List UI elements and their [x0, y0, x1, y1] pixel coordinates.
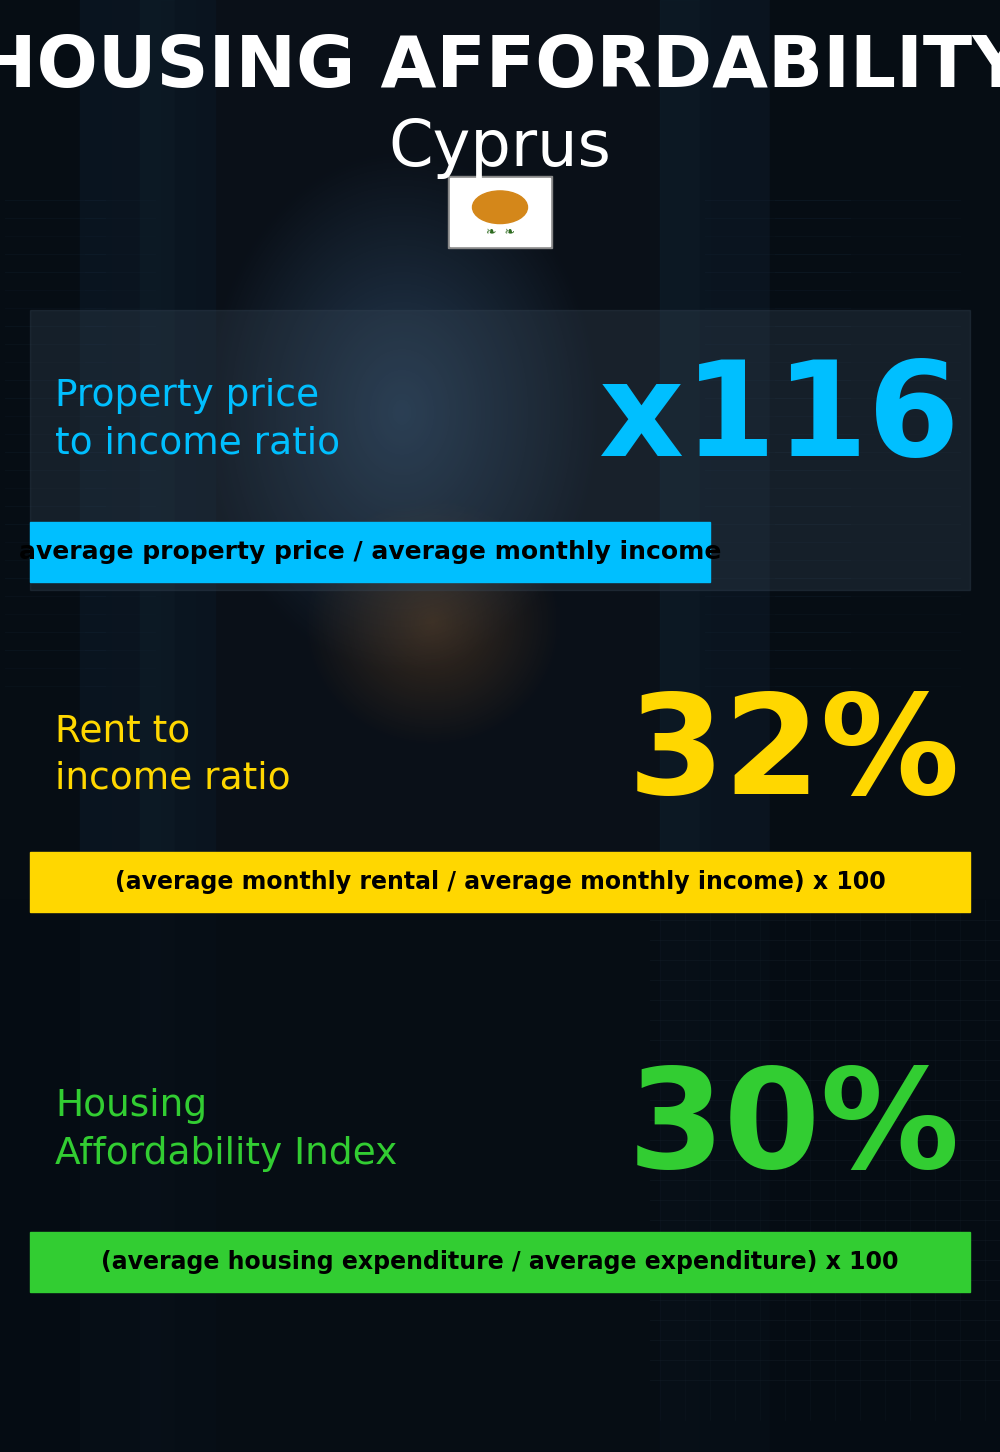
Bar — [30, 1231, 970, 1292]
Text: average property price / average monthly income: average property price / average monthly… — [19, 540, 721, 563]
Text: 32%: 32% — [628, 687, 960, 822]
Text: Property price
to income ratio: Property price to income ratio — [55, 379, 340, 462]
Bar — [30, 523, 710, 582]
Text: (average monthly rental / average monthly income) x 100: (average monthly rental / average monthl… — [115, 870, 885, 894]
Text: Rent to
income ratio: Rent to income ratio — [55, 713, 291, 797]
Bar — [30, 309, 970, 590]
Bar — [140, 0, 195, 1452]
Text: Housing
Affordability Index: Housing Affordability Index — [55, 1089, 397, 1172]
Ellipse shape — [473, 190, 528, 224]
Text: ❧  ❧: ❧ ❧ — [486, 227, 514, 240]
Text: Cyprus: Cyprus — [389, 118, 611, 179]
Bar — [450, 179, 550, 245]
Bar — [80, 0, 160, 1452]
Text: 30%: 30% — [628, 1063, 960, 1198]
Bar — [700, 0, 780, 1452]
Bar — [660, 0, 710, 1452]
Text: x116: x116 — [599, 357, 960, 484]
Bar — [850, 0, 1000, 1452]
Bar — [175, 0, 215, 1452]
Bar — [770, 0, 860, 1452]
Bar — [0, 900, 1000, 1452]
Bar — [30, 852, 970, 912]
Text: (average housing expenditure / average expenditure) x 100: (average housing expenditure / average e… — [101, 1250, 899, 1273]
Text: HOUSING AFFORDABILITY: HOUSING AFFORDABILITY — [0, 33, 1000, 103]
Bar — [0, 0, 110, 1452]
Bar — [448, 176, 552, 248]
